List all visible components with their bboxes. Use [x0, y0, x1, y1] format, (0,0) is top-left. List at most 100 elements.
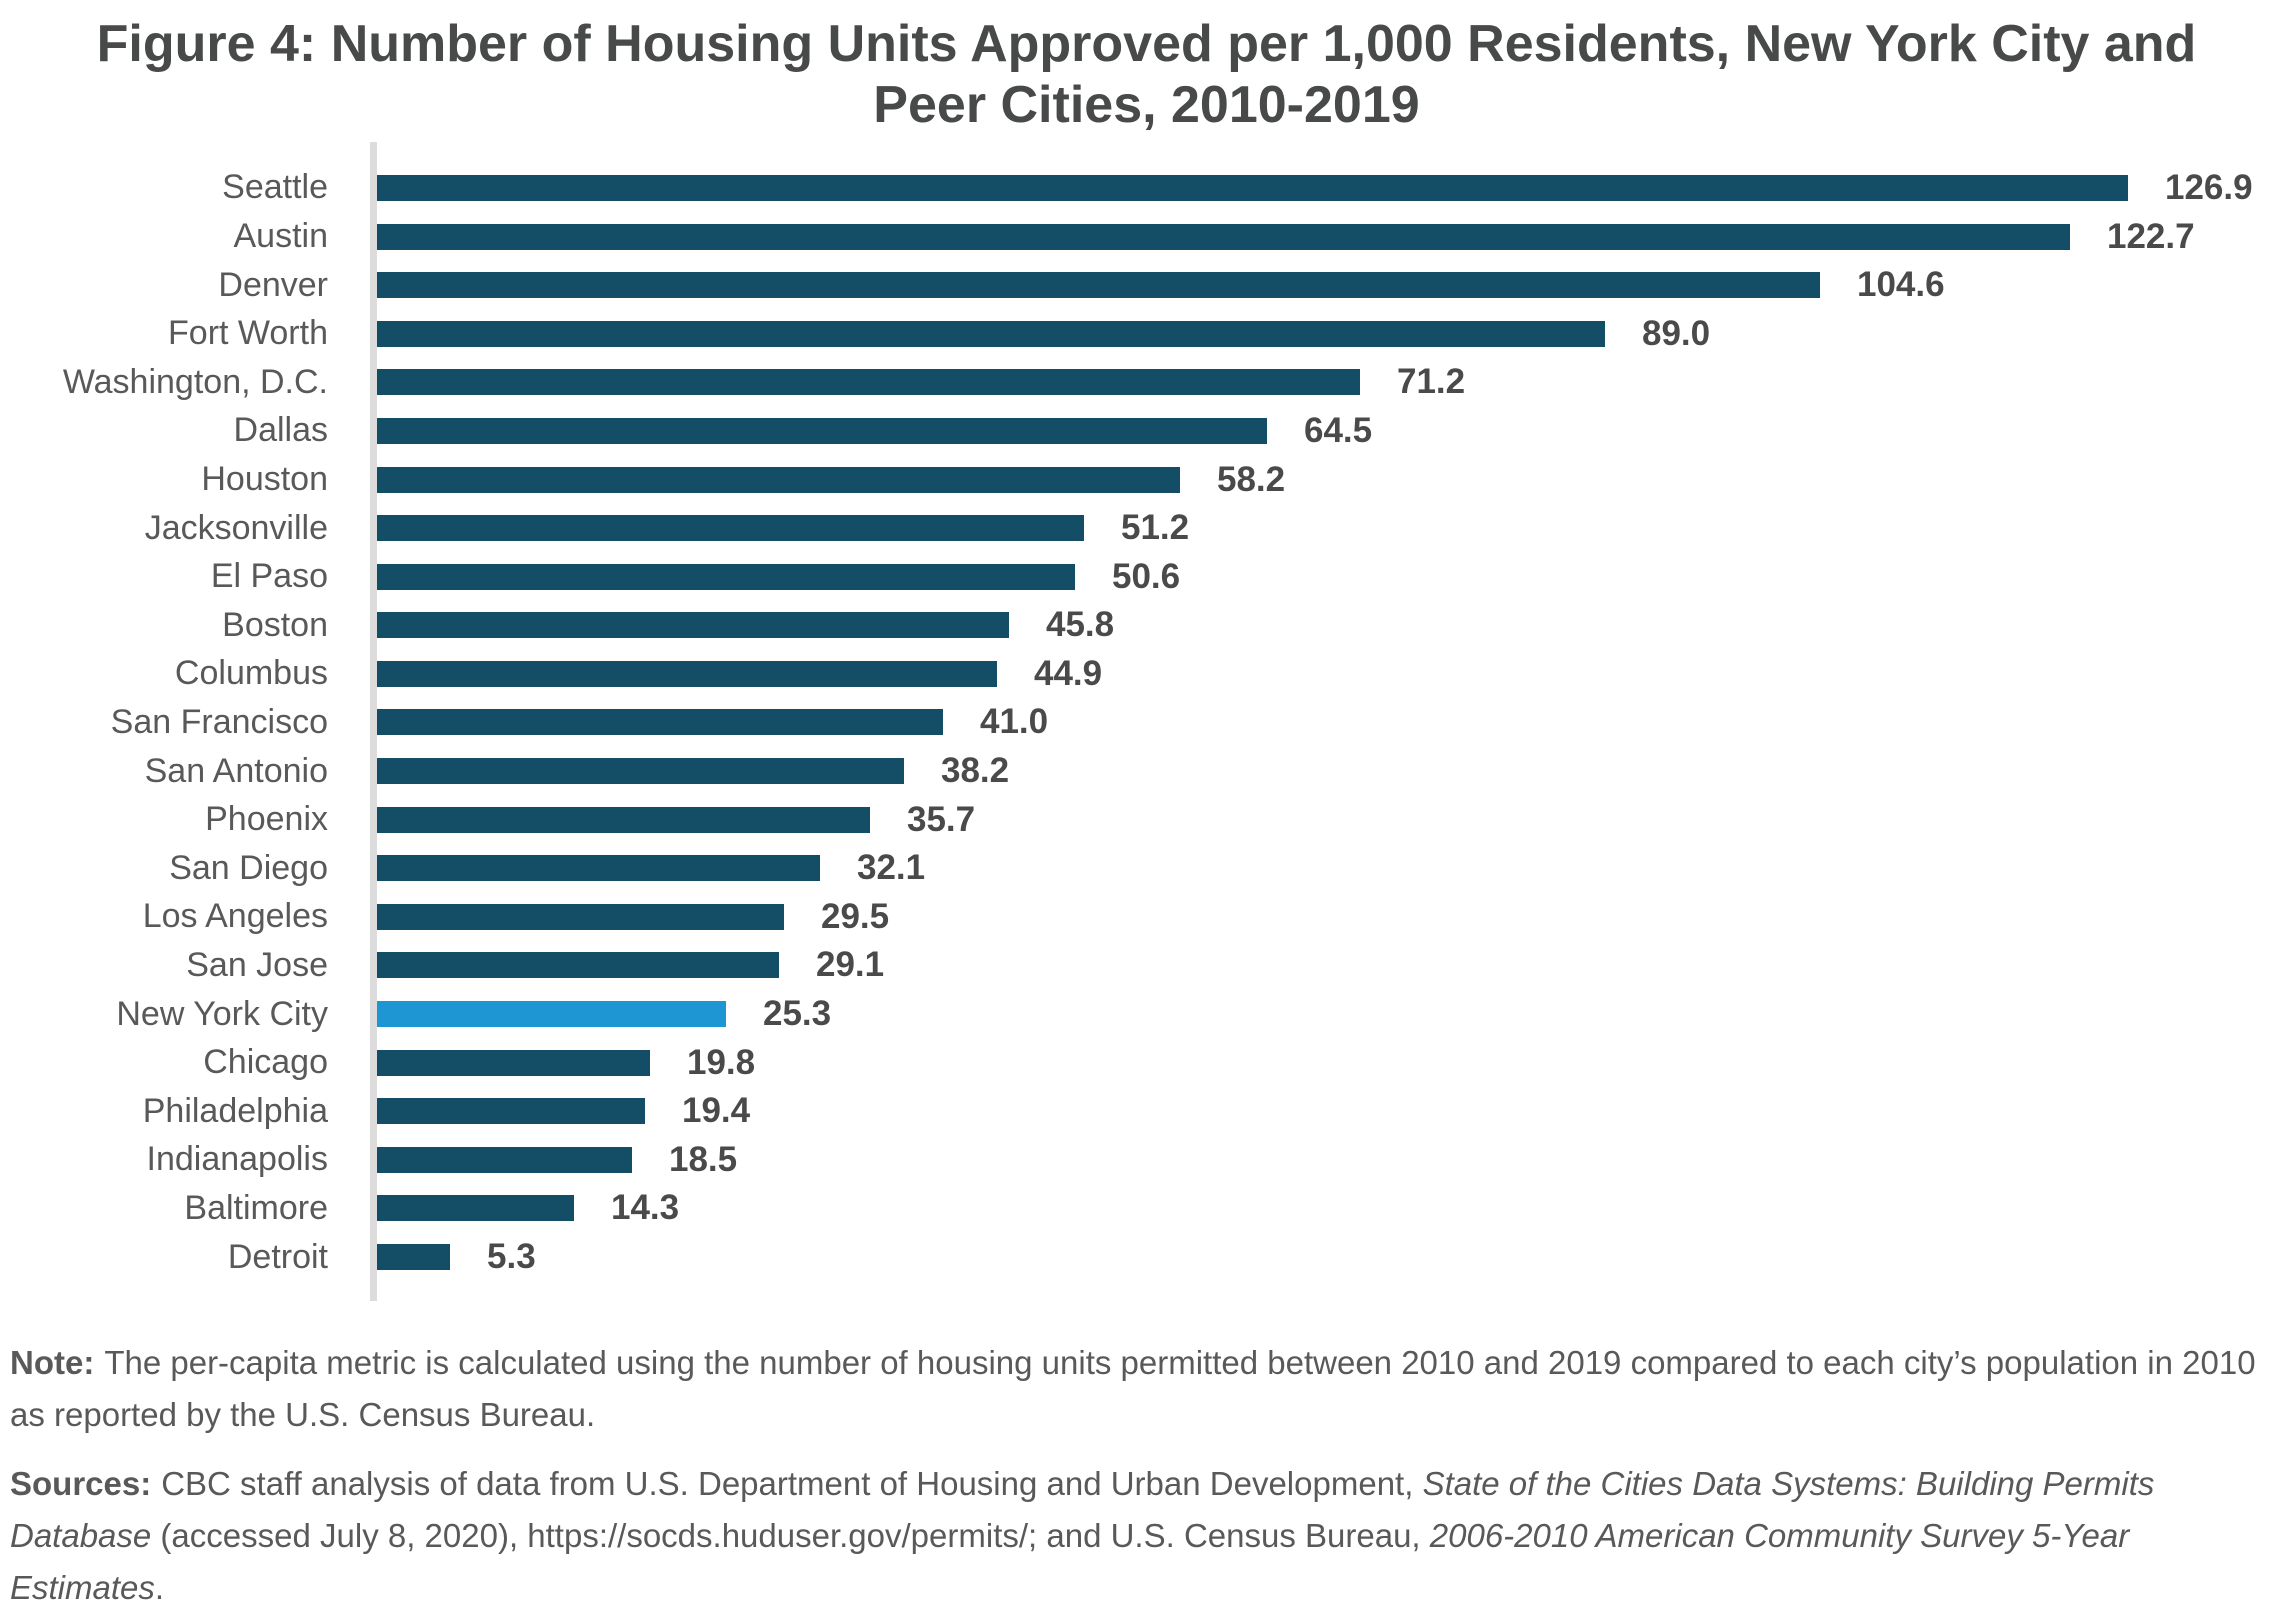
source-text: (accessed July 8, 2020), https://socds.h…: [151, 1516, 1430, 1554]
value-label: 58.2: [1217, 459, 1286, 499]
bar-row: Boston 45.8: [0, 601, 2293, 650]
bar: [377, 660, 997, 687]
y-axis-line: [370, 141, 377, 1302]
category-label: Philadelphia: [142, 1091, 328, 1130]
value-label: 19.8: [687, 1042, 756, 1082]
bar-row: Jacksonville 51.2: [0, 504, 2293, 553]
value-label: 51.2: [1121, 508, 1190, 548]
category-label: New York City: [116, 994, 328, 1033]
bar: [377, 369, 1360, 396]
value-label: 18.5: [669, 1139, 738, 1179]
bar-row: San Antonio 38.2: [0, 747, 2293, 796]
value-label: 104.6: [1857, 265, 1945, 305]
bar-track: 29.1: [350, 945, 2293, 985]
bar-row: Chicago 19.8: [0, 1038, 2293, 1087]
bar-row: Houston 58.2: [0, 455, 2293, 504]
value-label: 122.7: [2107, 216, 2195, 256]
bar: [377, 806, 870, 833]
bar-row: Columbus 44.9: [0, 650, 2293, 699]
note-body: The per-capita metric is calculated usin…: [10, 1344, 2256, 1434]
value-label: 14.3: [611, 1188, 680, 1228]
value-label: 35.7: [907, 799, 976, 839]
bar-track: 58.2: [350, 460, 2293, 500]
bar-row: Phoenix 35.7: [0, 795, 2293, 844]
category-label: Austin: [233, 217, 329, 256]
value-label: 45.8: [1046, 605, 1115, 645]
bar-row: Austin 122.7: [0, 212, 2293, 261]
bar-row: Detroit 5.3: [0, 1233, 2293, 1282]
bar: [377, 612, 1009, 639]
source-title-italic: State of the Cities Data Systems: Buildi…: [10, 1464, 2155, 1554]
sources-text: Sources: CBC staff analysis of data from …: [10, 1458, 2269, 1610]
bar: [377, 903, 784, 930]
bar-row: Fort Worth 89.0: [0, 309, 2293, 358]
value-label: 32.1: [857, 848, 926, 888]
category-label: Dallas: [233, 411, 328, 450]
category-label: Fort Worth: [168, 314, 328, 353]
bar-row: El Paso 50.6: [0, 552, 2293, 601]
value-label: 41.0: [980, 702, 1049, 742]
bar-track: 104.6: [350, 265, 2293, 305]
bar-row: Seattle 126.9: [0, 164, 2293, 213]
bar-track: 126.9: [350, 168, 2293, 208]
bar: [377, 952, 779, 979]
value-label: 38.2: [941, 751, 1010, 791]
bar-track: 71.2: [350, 362, 2293, 402]
value-label: 25.3: [763, 994, 832, 1034]
note-text: Note: The per-capita metric is calculated…: [10, 1337, 2269, 1441]
bar: [377, 1195, 574, 1222]
category-label: Denver: [218, 265, 328, 304]
category-label: Baltimore: [184, 1188, 328, 1227]
value-label: 71.2: [1397, 362, 1466, 402]
bar-track: 89.0: [350, 314, 2293, 354]
bar: [377, 417, 1267, 444]
bar: [377, 1244, 450, 1271]
bar-row: San Diego 32.1: [0, 844, 2293, 893]
value-label: 89.0: [1642, 313, 1711, 353]
bar-rows: Seattle 126.9 Austin 122.7 Denver 104.6 …: [0, 164, 2293, 1282]
bar: [377, 515, 1084, 542]
sources-body: CBC staff analysis of data from U.S. Dep…: [10, 1465, 2154, 1606]
source-title-italic: 2006-2010 American Community Survey 5-Ye…: [10, 1516, 2130, 1606]
bar: [377, 709, 943, 736]
category-label: San Jose: [186, 945, 328, 984]
category-label: San Diego: [169, 848, 328, 887]
value-label: 5.3: [487, 1237, 536, 1277]
bar-row: San Francisco 41.0: [0, 698, 2293, 747]
bar: [377, 1049, 650, 1076]
bar: [377, 174, 2128, 201]
bar-track: 32.1: [350, 848, 2293, 888]
value-label: 50.6: [1112, 556, 1181, 596]
footnotes: Note: The per-capita metric is calculated…: [10, 1337, 2269, 1610]
bar: [377, 563, 1075, 590]
bar-track: 35.7: [350, 800, 2293, 840]
value-label: 29.5: [821, 896, 890, 936]
bar-track: 64.5: [350, 411, 2293, 451]
category-label: Seattle: [222, 168, 328, 207]
value-label: 19.4: [682, 1091, 751, 1131]
bar-track: 25.3: [350, 994, 2293, 1034]
bar: [377, 272, 1820, 299]
bar-track: 19.4: [350, 1091, 2293, 1131]
category-label: Columbus: [174, 654, 328, 693]
category-label: El Paso: [210, 557, 328, 596]
bar-row: Washington, D.C. 71.2: [0, 358, 2293, 407]
source-text: CBC staff analysis of data from U.S. Dep…: [161, 1464, 1423, 1502]
bar-track: 41.0: [350, 702, 2293, 742]
category-label: Detroit: [227, 1237, 328, 1276]
figure-title: Figure 4: Number of Housing Units Approv…: [96, 15, 2197, 134]
category-label: Los Angeles: [142, 897, 328, 936]
bar-row: Dallas 64.5: [0, 407, 2293, 456]
value-label: 126.9: [2165, 167, 2253, 207]
category-label: San Antonio: [144, 751, 328, 790]
bar-row: Los Angeles 29.5: [0, 893, 2293, 942]
bar-chart: Seattle 126.9 Austin 122.7 Denver 104.6 …: [0, 141, 2293, 1302]
category-label: Jacksonville: [144, 508, 328, 547]
category-label: Indianapolis: [146, 1140, 328, 1179]
bar-track: 18.5: [350, 1140, 2293, 1180]
bar-row: New York City 25.3: [0, 990, 2293, 1039]
bar-track: 50.6: [350, 557, 2293, 597]
value-label: 64.5: [1304, 410, 1373, 450]
bar: [377, 855, 820, 882]
value-label: 44.9: [1034, 653, 1103, 693]
